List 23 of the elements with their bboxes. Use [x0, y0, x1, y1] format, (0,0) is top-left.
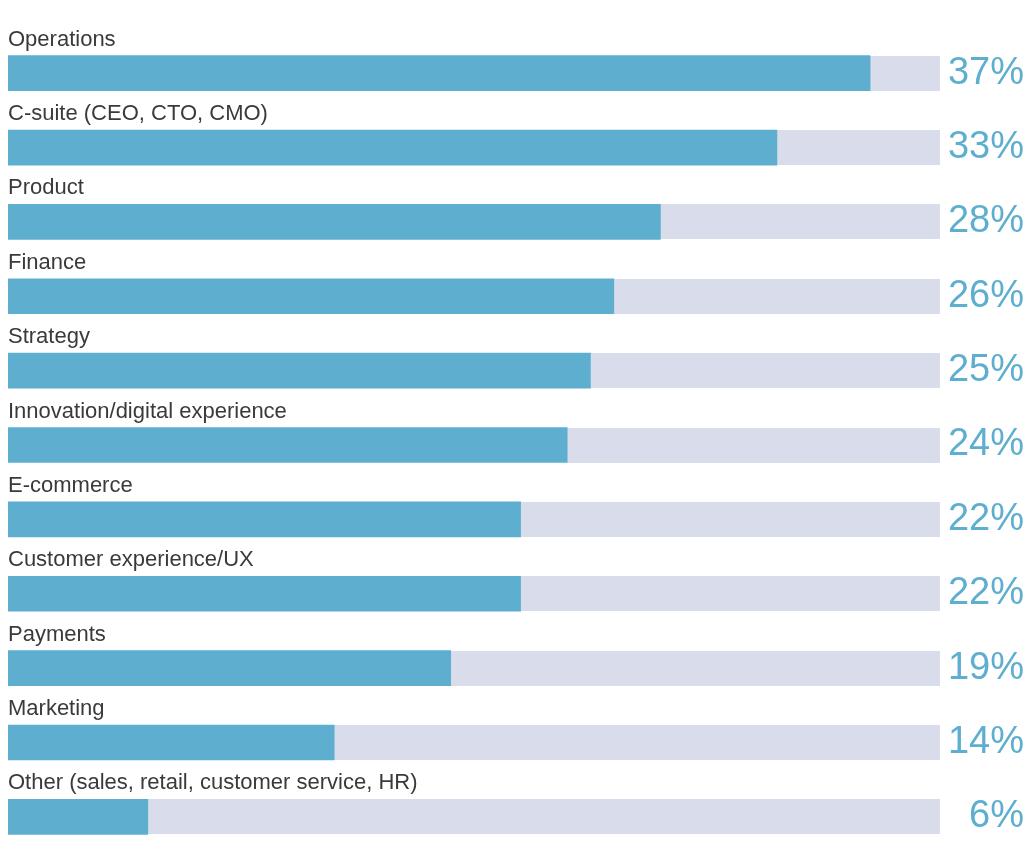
- data-label: 22%: [947, 570, 1024, 613]
- y-tick-label: Payments: [8, 620, 106, 646]
- data-label: 37%: [947, 49, 1024, 92]
- y-tick-label: Other (sales, retail, customer service, HR): [8, 769, 418, 795]
- y-tick-label: C-suite (CEO, CTO, CMO): [8, 100, 268, 126]
- y-tick-label: E-commerce: [8, 471, 133, 497]
- data-label: 19%: [947, 644, 1024, 687]
- data-label: 26%: [947, 272, 1024, 315]
- y-tick-label: Product: [8, 174, 84, 200]
- y-tick-label: Marketing: [8, 695, 105, 721]
- y-tick-label: Innovation/digital experience: [8, 397, 287, 423]
- data-label: 28%: [947, 198, 1024, 241]
- data-label: 25%: [947, 347, 1024, 390]
- y-tick-label: Customer experience/UX: [8, 546, 255, 572]
- y-tick-label: Operations: [8, 25, 116, 51]
- y-tick-label: Finance: [8, 248, 87, 274]
- data-label: 6%: [969, 793, 1024, 836]
- y-tick-label: Strategy: [8, 323, 90, 349]
- data-label: 24%: [947, 421, 1024, 464]
- data-label: 33%: [947, 124, 1024, 167]
- bar: [8, 798, 149, 835]
- data-label: 22%: [947, 495, 1024, 538]
- data-label: 14%: [947, 718, 1024, 761]
